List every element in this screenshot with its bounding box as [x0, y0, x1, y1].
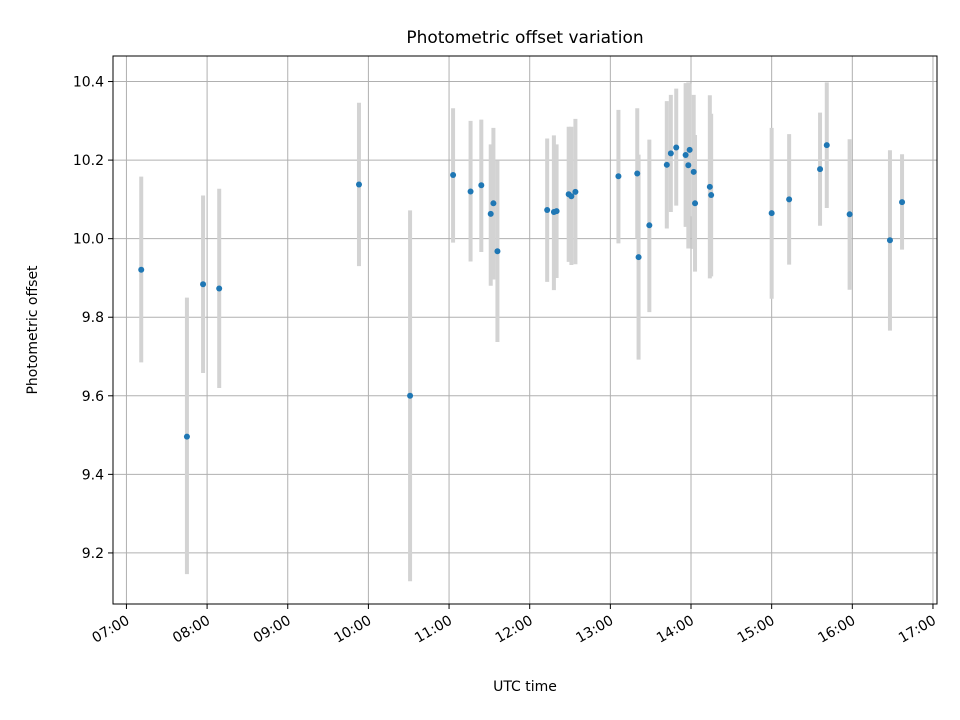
y-tick-label: 10.0	[73, 232, 104, 248]
y-tick-label: 10.4	[73, 75, 104, 91]
y-tick-label: 10.2	[73, 153, 104, 169]
data-point	[692, 200, 699, 207]
data-point	[216, 285, 223, 292]
x-tick-label: 16:00	[815, 613, 858, 647]
grid-lines	[113, 56, 937, 604]
x-axis-ticks: 07:00 08:00 09:00 10:00 11:00 12:00 13:00 14:00…	[89, 604, 939, 647]
data-point	[708, 192, 715, 199]
data-point	[544, 206, 551, 213]
data-point	[886, 237, 893, 244]
x-tick-label: 13:00	[573, 613, 616, 647]
data-point	[450, 172, 457, 179]
x-tick-label: 09:00	[251, 613, 294, 647]
data-point	[635, 254, 642, 261]
data-point	[823, 142, 830, 149]
x-tick-label: 14:00	[654, 613, 697, 647]
data-points	[138, 142, 906, 440]
data-point	[487, 210, 494, 217]
data-point	[200, 281, 207, 288]
data-point	[846, 211, 853, 218]
data-point	[690, 168, 697, 175]
data-point	[407, 392, 414, 399]
x-tick-label: 12:00	[493, 613, 536, 647]
data-point	[478, 182, 485, 189]
x-axis-label: UTC time	[493, 679, 557, 695]
data-point	[553, 208, 560, 215]
data-point	[467, 188, 474, 195]
x-tick-label: 11:00	[412, 613, 455, 647]
data-point	[817, 166, 824, 173]
x-tick-label: 08:00	[170, 613, 213, 647]
chart-title: Photometric offset variation	[406, 28, 643, 48]
data-point	[706, 183, 713, 190]
x-tick-label: 17:00	[896, 613, 939, 647]
data-point	[663, 161, 670, 168]
data-point	[572, 188, 579, 195]
y-tick-label: 9.6	[82, 389, 104, 405]
error-bars	[139, 82, 905, 582]
data-point	[646, 222, 653, 229]
data-point	[615, 173, 622, 180]
data-point	[494, 248, 501, 255]
data-point	[667, 150, 674, 157]
x-tick-label: 15:00	[735, 613, 778, 647]
y-tick-label: 9.8	[82, 310, 104, 326]
data-point	[673, 144, 680, 151]
data-point	[786, 196, 793, 203]
plot-frame	[112, 55, 938, 605]
x-tick-label: 07:00	[89, 613, 132, 647]
y-tick-label: 9.4	[82, 467, 104, 483]
data-point	[568, 193, 575, 200]
data-point	[685, 162, 692, 169]
data-point	[686, 146, 693, 153]
y-axis-label: Photometric offset	[25, 265, 41, 395]
data-point	[634, 170, 641, 177]
data-point	[768, 210, 775, 217]
data-point	[899, 199, 906, 206]
data-point	[682, 151, 689, 158]
data-point	[183, 433, 190, 440]
y-tick-label: 9.2	[82, 546, 104, 562]
data-point	[138, 266, 145, 273]
data-point	[490, 200, 497, 207]
x-tick-label: 10:00	[331, 613, 374, 647]
y-axis-ticks: 9.2 9.4 9.6 9.8 10.0 10.2 10.4	[73, 75, 113, 562]
data-point	[355, 181, 362, 188]
